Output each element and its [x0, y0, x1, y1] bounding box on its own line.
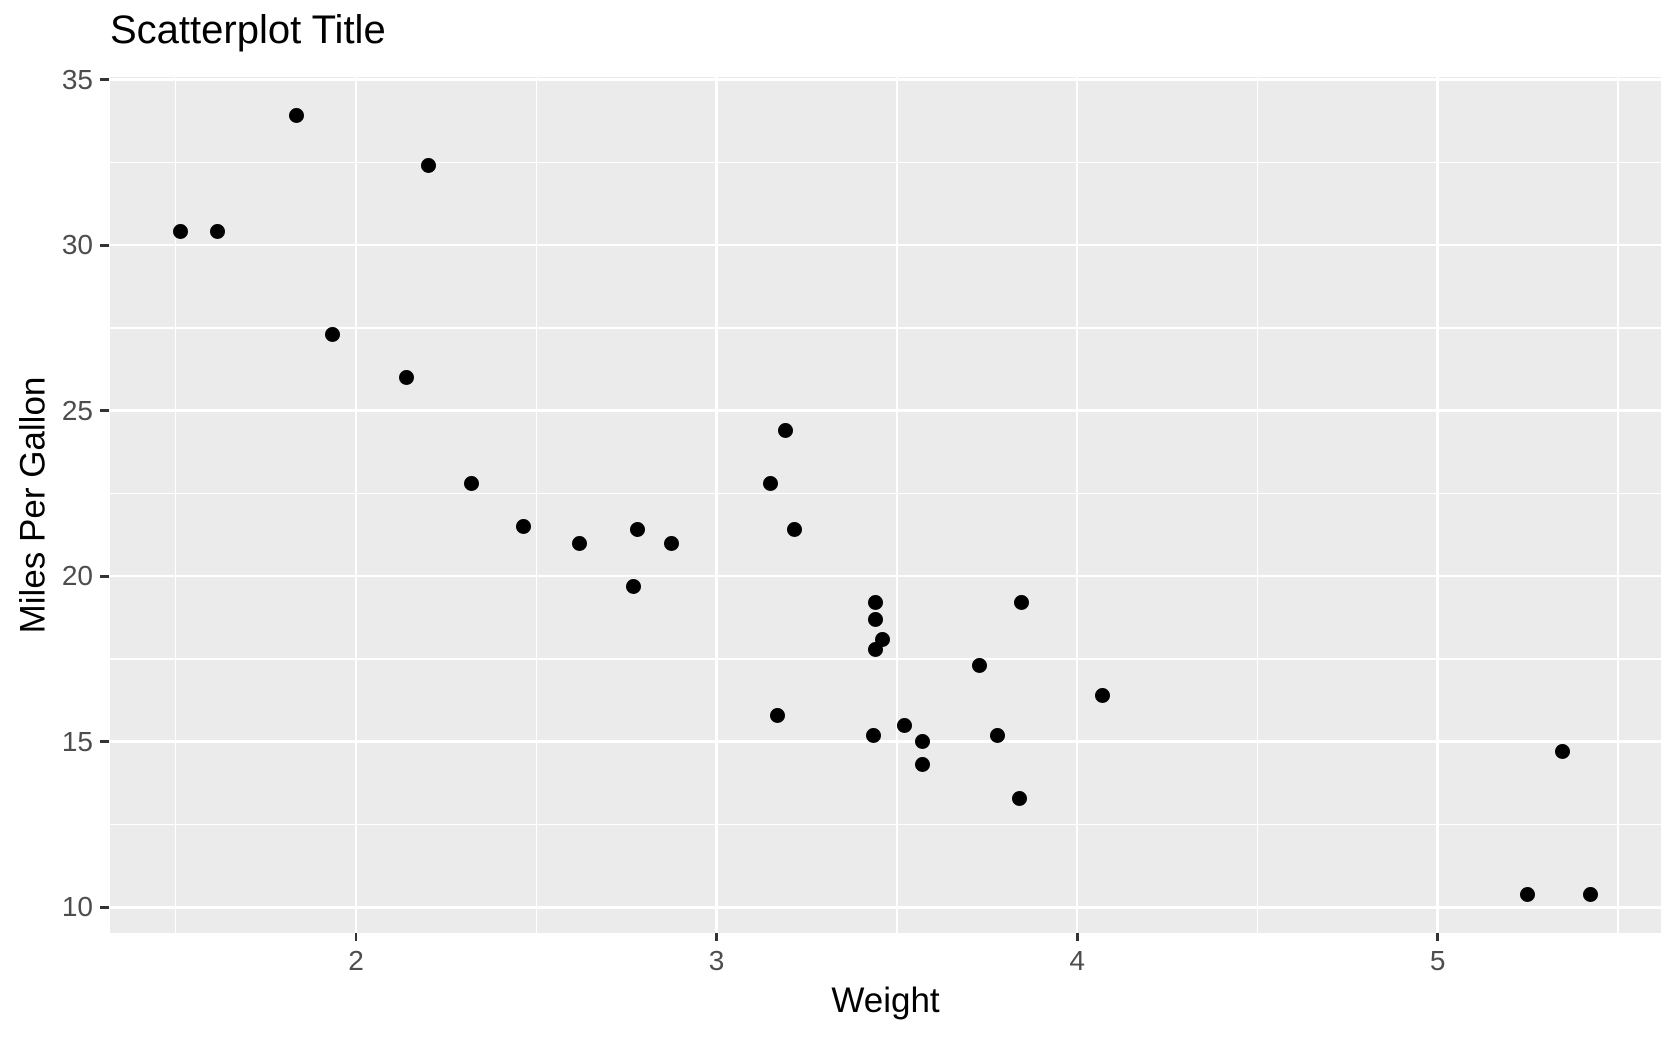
data-point	[1582, 886, 1598, 902]
x-tick-label: 3	[708, 945, 725, 976]
x-tick-mark	[354, 933, 358, 941]
data-point	[463, 475, 479, 491]
y-axis-title-box: Miles Per Gallon	[8, 77, 58, 933]
y-tick-mark	[100, 78, 109, 81]
gridline-major-vertical	[1436, 77, 1439, 933]
gridline-minor-horizontal	[110, 327, 1661, 329]
gridline-minor-vertical	[896, 77, 898, 933]
y-tick-label: 10	[61, 891, 93, 923]
gridline-minor-vertical	[535, 77, 537, 933]
gridline-minor-horizontal	[110, 492, 1661, 495]
data-point	[399, 370, 415, 386]
data-point	[867, 611, 883, 627]
data-point	[867, 641, 883, 657]
data-point	[1520, 886, 1536, 902]
gridline-minor-vertical	[1617, 77, 1619, 933]
data-point	[867, 595, 883, 611]
gridline-minor-horizontal	[110, 823, 1661, 826]
data-point	[972, 658, 988, 674]
data-point	[990, 727, 1006, 743]
data-point	[629, 522, 645, 538]
data-point	[664, 535, 680, 551]
x-axis-title: Weight	[831, 981, 940, 1020]
gridline-minor-horizontal	[110, 658, 1661, 660]
gridline-major-horizontal	[110, 243, 1661, 247]
y-tick-label: 20	[61, 560, 93, 592]
x-tick-mark	[715, 933, 718, 941]
y-tick-label: 35	[61, 63, 93, 95]
data-point	[209, 224, 225, 240]
y-tick-label: 25	[61, 394, 93, 426]
data-point	[770, 707, 786, 723]
y-tick-mark	[100, 905, 109, 909]
gridline-major-vertical	[1075, 77, 1079, 933]
x-tick-label: 2	[348, 945, 364, 976]
data-point	[914, 757, 930, 773]
x-tick-mark	[1075, 933, 1079, 941]
gridline-major-horizontal	[110, 740, 1661, 743]
gridline-minor-horizontal	[110, 161, 1661, 163]
data-point	[1554, 744, 1570, 760]
data-point	[626, 578, 642, 594]
x-tick-mark	[1436, 933, 1440, 941]
data-point	[786, 522, 802, 538]
gridline-major-horizontal	[110, 906, 1661, 909]
data-point	[325, 326, 341, 342]
gridline-minor-vertical	[175, 77, 177, 933]
gridline-major-vertical	[715, 77, 718, 933]
gridline-minor-vertical	[1256, 77, 1259, 933]
data-point	[865, 727, 881, 743]
gridline-major-vertical	[354, 77, 358, 933]
plot-panel	[110, 77, 1661, 933]
x-tick-label: 5	[1429, 945, 1446, 976]
data-point	[420, 158, 436, 174]
data-point	[1094, 687, 1110, 703]
y-tick-label: 15	[61, 725, 93, 757]
data-point	[896, 717, 912, 733]
chart-title: Scatterplot Title	[110, 8, 386, 52]
y-axis-title: Miles Per Gallon	[13, 376, 53, 634]
data-point	[1011, 790, 1027, 806]
y-tick-label: 30	[61, 229, 93, 261]
y-tick-mark	[100, 574, 109, 578]
x-tick-label: 4	[1069, 945, 1085, 976]
data-point	[289, 108, 305, 124]
data-point	[516, 519, 532, 535]
gridline-major-horizontal	[110, 574, 1661, 578]
data-point	[1013, 595, 1029, 611]
data-point	[763, 475, 779, 491]
data-point	[572, 535, 588, 551]
data-point	[914, 734, 930, 750]
gridline-major-horizontal	[110, 78, 1661, 81]
y-tick-mark	[100, 740, 109, 744]
gridline-major-horizontal	[110, 409, 1661, 412]
data-point	[777, 423, 793, 438]
data-point	[173, 224, 189, 240]
y-tick-mark	[100, 409, 109, 413]
y-tick-mark	[100, 243, 109, 247]
